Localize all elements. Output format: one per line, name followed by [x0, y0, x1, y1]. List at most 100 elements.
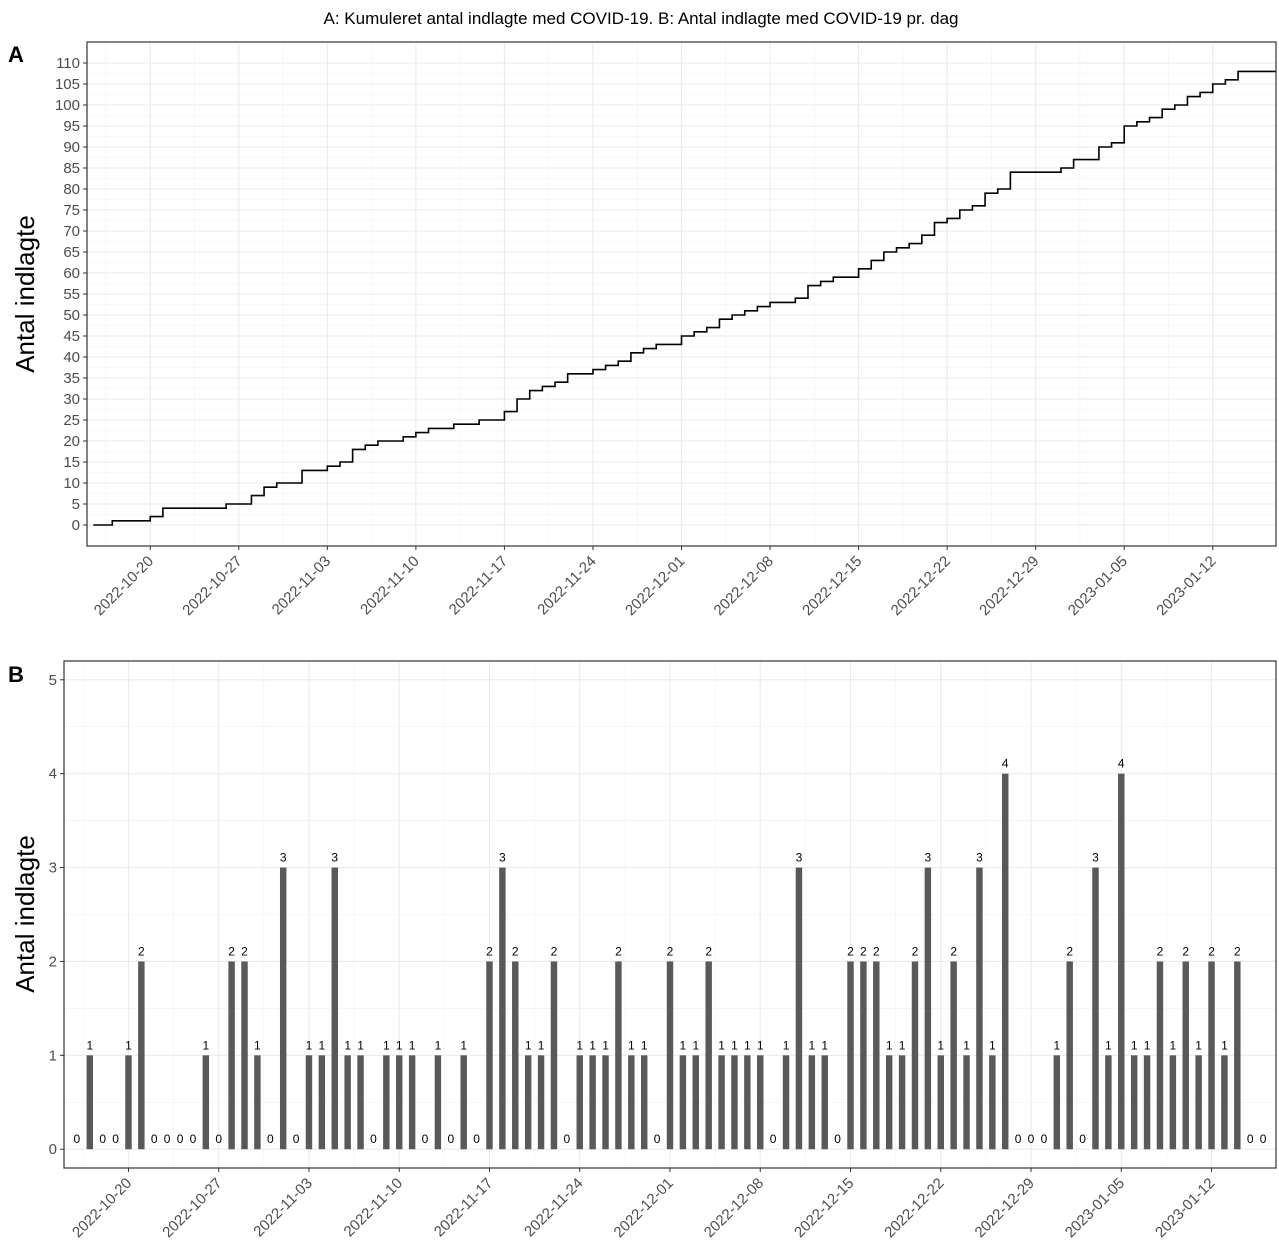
bar-value-label: 0: [190, 1132, 197, 1146]
y-tick-label: 75: [63, 202, 80, 219]
bar-value-label: 1: [937, 1038, 944, 1052]
bar: [795, 867, 803, 1150]
y-tick-label: 65: [63, 244, 80, 261]
bar: [911, 961, 919, 1150]
x-tick-label: 2022-11-17: [431, 1175, 496, 1240]
bar: [344, 1055, 351, 1150]
bar-value-label: 3: [280, 851, 287, 865]
bar-value-label: 1: [319, 1038, 326, 1052]
bar: [1234, 961, 1241, 1150]
y-tick-label: 30: [63, 391, 80, 408]
bar-value-label: 1: [538, 1038, 545, 1052]
y-tick-label: 50: [63, 307, 80, 324]
bar-value-label: 3: [1092, 851, 1099, 865]
bar-value-label: 0: [112, 1132, 119, 1146]
panel-a-y-ticks: 0 5 10 15 20 25 30 35 40 45 50 55 60 65 70 75 80 85 90 95 10…: [55, 55, 87, 534]
bar: [305, 1055, 313, 1150]
bar-value-label: 1: [1170, 1038, 1177, 1052]
y-tick-label: 10: [63, 475, 80, 492]
x-tick-label: 2022-11-17: [446, 553, 511, 618]
bar-value-label: 0: [151, 1132, 158, 1146]
bar: [821, 1055, 828, 1150]
bar-value-label: 0: [654, 1132, 661, 1146]
y-tick-label: 0: [49, 1141, 57, 1158]
bar-value-label: 1: [306, 1038, 313, 1052]
bar-value-label: 2: [551, 944, 558, 958]
bar-value-label: 2: [1234, 944, 1241, 958]
x-tick-label: 2022-10-20: [91, 553, 157, 619]
bar: [847, 961, 854, 1150]
bar-value-label: 1: [744, 1038, 751, 1052]
y-tick-label: 70: [63, 223, 80, 240]
y-tick-label: 4: [49, 766, 57, 783]
bar-value-label: 1: [576, 1038, 583, 1052]
bar: [1002, 773, 1009, 1150]
bar: [486, 961, 493, 1150]
bar: [537, 1055, 545, 1150]
y-tick-label: 90: [63, 139, 80, 156]
bar-value-label: 1: [1053, 1038, 1060, 1052]
bar-value-label: 1: [641, 1038, 648, 1052]
bar: [357, 1055, 364, 1150]
bar: [589, 1055, 596, 1150]
bar: [692, 1055, 700, 1150]
y-tick-label: 55: [63, 286, 80, 303]
y-tick-label: 2: [49, 953, 57, 970]
panel-a-letter: A: [8, 42, 24, 67]
bar: [718, 1055, 725, 1150]
bar-value-label: 1: [757, 1038, 764, 1052]
x-tick-label: 2023-01-05: [1065, 553, 1131, 619]
bar-value-label: 1: [783, 1038, 790, 1052]
bar: [1092, 867, 1099, 1150]
bar-value-label: 2: [847, 944, 854, 958]
bar-value-label: 1: [628, 1038, 635, 1052]
bar-value-label: 0: [770, 1132, 777, 1146]
bar-value-label: 2: [1208, 944, 1215, 958]
panel-b-y-axis-label: Antal indlagte: [10, 835, 40, 993]
x-tick-label: 2022-11-24: [521, 1175, 586, 1240]
y-tick-label: 1: [49, 1047, 57, 1064]
y-tick-label: 5: [49, 672, 57, 689]
bar: [1105, 1055, 1112, 1150]
bar-value-label: 1: [602, 1038, 609, 1052]
panel-b-letter: B: [8, 662, 24, 687]
bar: [679, 1055, 687, 1150]
bar-value-label: 2: [512, 944, 519, 958]
bar: [731, 1055, 738, 1150]
bar-value-label: 1: [1144, 1038, 1151, 1052]
bar: [1053, 1055, 1061, 1150]
bar-value-label: 2: [1182, 944, 1189, 958]
bar-value-label: 1: [731, 1038, 738, 1052]
bar-value-label: 1: [460, 1038, 467, 1052]
bar: [1221, 1055, 1228, 1150]
bar: [1208, 961, 1215, 1150]
bar: [460, 1055, 467, 1150]
x-tick-label: 2022-10-27: [159, 1175, 225, 1241]
bar: [86, 1055, 94, 1150]
bar: [615, 961, 622, 1150]
bar-value-label: 1: [718, 1038, 725, 1052]
bar: [950, 961, 957, 1150]
bar: [1066, 961, 1073, 1150]
x-tick-label: 2022-12-01: [622, 553, 688, 619]
bar-value-label: 0: [473, 1132, 480, 1146]
bar-value-label: 3: [499, 851, 506, 865]
bar-value-label: 1: [1221, 1038, 1228, 1052]
bar-value-label: 2: [950, 944, 957, 958]
bar: [499, 867, 506, 1150]
bar-value-label: 2: [1066, 944, 1073, 958]
bar: [279, 867, 287, 1150]
bar: [524, 1055, 532, 1150]
bar: [1182, 961, 1189, 1150]
x-tick-label: 2022-11-10: [357, 553, 422, 618]
bar-value-label: 0: [164, 1132, 171, 1146]
bar-value-label: 1: [886, 1038, 893, 1052]
panel-a-series: [93, 70, 1276, 526]
bar: [1118, 773, 1125, 1150]
bar-value-label: 1: [692, 1038, 699, 1052]
y-tick-label: 35: [63, 370, 80, 387]
bar-value-label: 0: [215, 1132, 222, 1146]
bar: [241, 961, 248, 1150]
bar: [1195, 1055, 1202, 1150]
